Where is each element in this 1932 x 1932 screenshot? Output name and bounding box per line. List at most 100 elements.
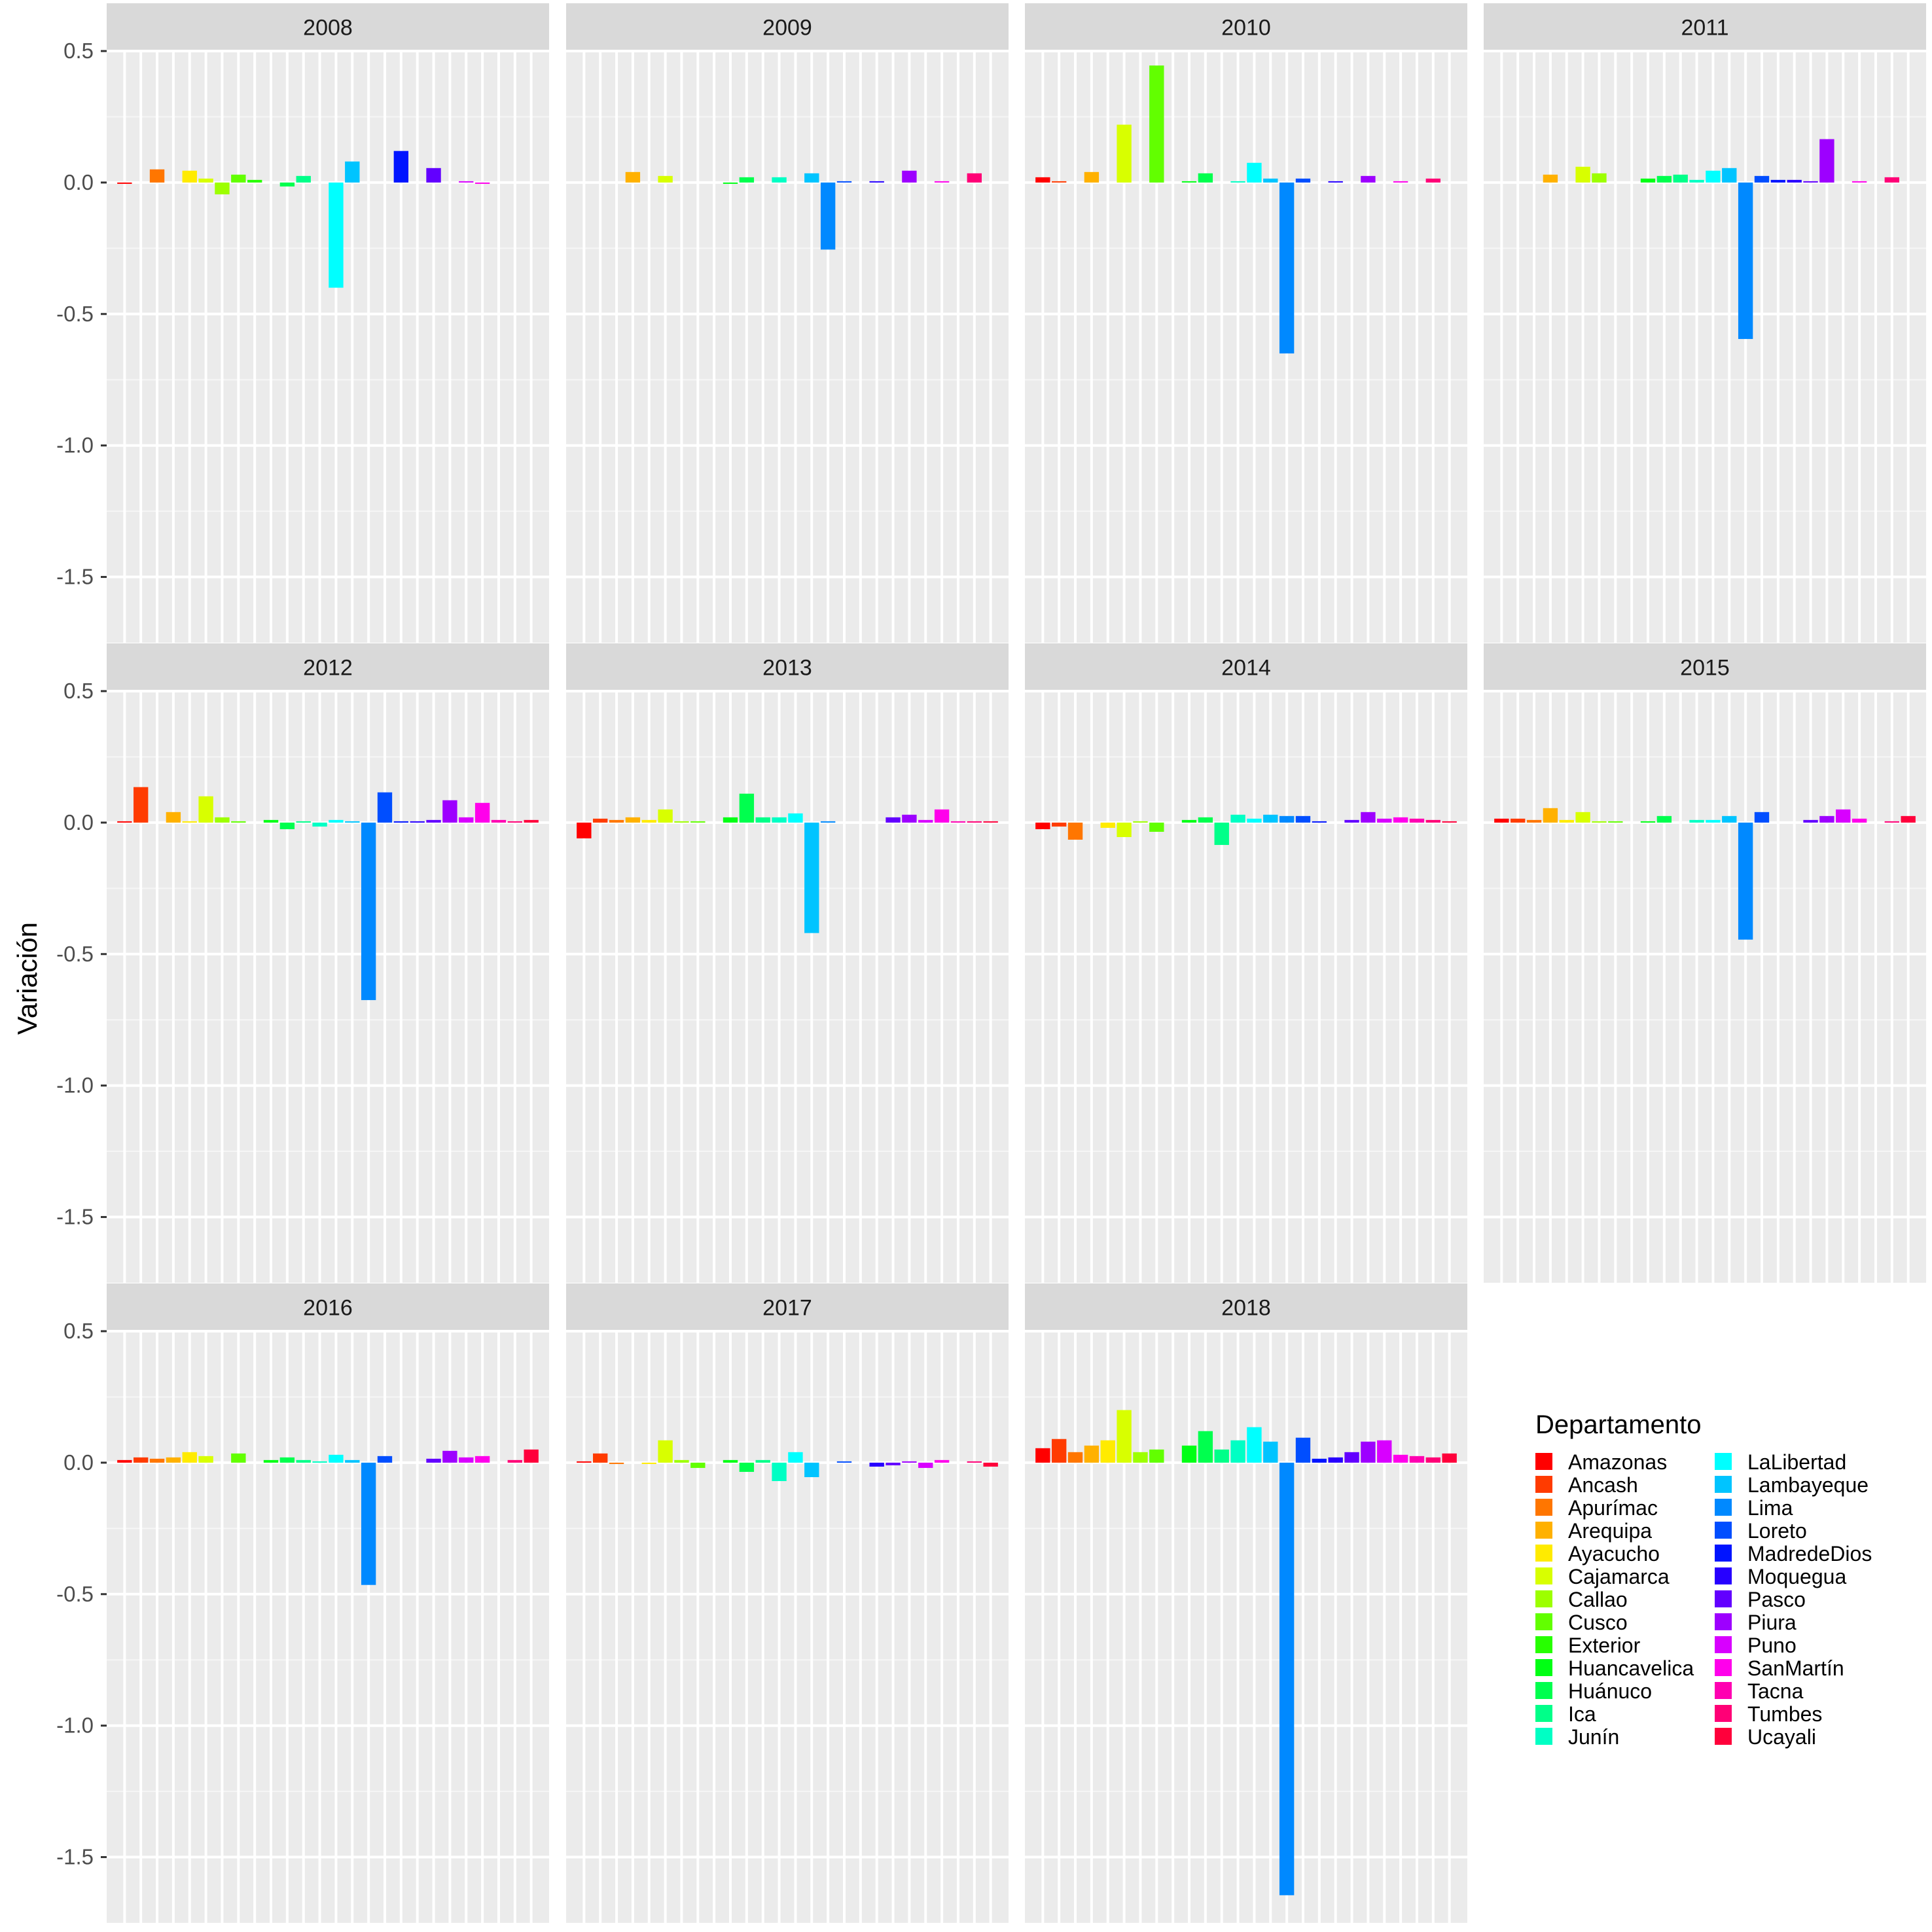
bar-cusco <box>1608 821 1623 823</box>
bar-cusco <box>231 1453 246 1463</box>
bar-lambayeque <box>345 821 360 823</box>
bar-cajamarca <box>658 1440 673 1463</box>
bar-moquegua <box>1787 179 1802 183</box>
gridlines <box>107 50 549 643</box>
bar-ica <box>1214 822 1229 846</box>
bar-amazonas <box>1035 822 1050 829</box>
bar-callao <box>674 821 689 823</box>
facet-strip-label: 2014 <box>1221 656 1271 681</box>
gridlines <box>566 50 1009 643</box>
legend-key <box>1535 1567 1552 1584</box>
bar-cajamarca <box>198 178 213 183</box>
bar-huancavelica <box>723 182 738 184</box>
bar-huánuco <box>279 822 295 829</box>
legend-item: Junín <box>1535 1725 1619 1749</box>
bar-lambayeque <box>804 173 819 183</box>
bar-tacna <box>950 821 966 823</box>
bar-callao <box>1592 173 1607 183</box>
facet-strip-label: 2018 <box>1221 1296 1271 1321</box>
legend-label: Ancash <box>1568 1473 1638 1497</box>
bar-huánuco <box>279 1457 295 1463</box>
bar-ica <box>755 1459 770 1463</box>
bar-junín <box>1689 179 1704 183</box>
bar-sanmartín <box>474 802 490 823</box>
facet-strip <box>1025 3 1467 51</box>
bar-huánuco <box>739 177 755 183</box>
y-axis: 0.5 0.0 -0.5 -1.0 -1.5 <box>56 39 107 589</box>
bar-apurímac <box>149 169 165 183</box>
bar-puno <box>1377 818 1392 823</box>
bar-ica <box>296 1459 311 1463</box>
bar-lambayeque <box>345 161 360 183</box>
bar-junín <box>772 817 787 823</box>
bar-pasco <box>1344 1452 1359 1463</box>
bar-huancavelica <box>1640 821 1656 823</box>
bar-piura <box>902 814 917 823</box>
bar-loreto <box>1295 815 1311 823</box>
legend-label: MadredeDios <box>1747 1542 1872 1565</box>
bar-ucayali <box>983 821 998 823</box>
gridlines <box>107 690 549 1283</box>
bar-ancash <box>1052 181 1067 183</box>
legend-item: Cajamarca <box>1535 1565 1670 1588</box>
bar-tacna <box>1409 818 1425 823</box>
bar-pasco <box>1803 181 1818 183</box>
bar-huánuco <box>279 182 295 187</box>
panel-2012: 2012 0.5 0.0 -0.5 -1.0 -1.5 <box>56 643 549 1283</box>
bar-lalibertad <box>1706 819 1721 823</box>
bar-exterior <box>247 179 262 183</box>
bar-ancash <box>593 1453 608 1463</box>
bar-tumbes <box>507 1459 522 1463</box>
gridlines <box>1484 690 1926 1283</box>
legend-label: Tacna <box>1747 1679 1804 1703</box>
bar-arequipa <box>166 812 181 823</box>
bar-loreto <box>1295 178 1311 183</box>
bar-sanmartín <box>1851 181 1867 183</box>
bar-pasco <box>426 819 441 823</box>
legend-label: Puno <box>1747 1634 1797 1657</box>
legend-key <box>1715 1636 1732 1653</box>
legend-label: Amazonas <box>1568 1450 1667 1474</box>
bars <box>1035 812 1457 846</box>
bar-amazonas <box>577 822 592 838</box>
bar-lima <box>361 1462 376 1585</box>
panel-background <box>1484 51 1926 643</box>
bar-ica <box>755 817 770 823</box>
panel-2018: 2018 <box>1025 1283 1467 1923</box>
legend-key <box>1535 1659 1552 1676</box>
legend-key <box>1535 1590 1552 1607</box>
bar-huancavelica <box>1181 819 1197 823</box>
panel-background <box>1025 691 1467 1283</box>
bar-pasco <box>426 168 441 183</box>
bar-ayacucho <box>182 170 197 183</box>
bar-lambayeque <box>1263 814 1278 823</box>
bar-pasco <box>885 817 901 823</box>
facet-strip <box>566 1283 1009 1331</box>
bar-apurímac <box>149 1458 165 1463</box>
bar-lima <box>1738 182 1753 339</box>
bar-puno <box>1836 809 1851 823</box>
legend-label: Tumbes <box>1747 1702 1822 1726</box>
bar-sanmartín <box>934 181 950 183</box>
y-axis: 0.5 0.0 -0.5 -1.0 -1.5 <box>56 1319 107 1869</box>
bar-huánuco <box>739 1462 755 1472</box>
bar-arequipa <box>1084 1445 1100 1463</box>
legend-item: Lima <box>1715 1496 1793 1520</box>
facet-strip-label: 2017 <box>762 1296 812 1321</box>
bar-tumbes <box>1884 177 1899 183</box>
bar-ica <box>1673 174 1688 183</box>
legend-item: Loreto <box>1715 1519 1807 1543</box>
facet-strip-label: 2009 <box>762 16 812 41</box>
bar-lalibertad <box>329 819 344 823</box>
panel-2008: 2008 0.5 0.0 -0.5 -1.0 -1.5 <box>56 3 549 643</box>
legend-label: SanMartín <box>1747 1656 1844 1680</box>
bar-moquegua <box>869 1462 884 1467</box>
bar-ica <box>296 175 311 183</box>
bar-cajamarca <box>198 1456 213 1463</box>
bar-arequipa <box>625 171 641 183</box>
bar-madrededios <box>393 821 409 823</box>
bar-huancavelica <box>1181 181 1197 183</box>
bar-lalibertad <box>1247 1427 1262 1463</box>
panel-background <box>566 691 1009 1283</box>
bar-tumbes <box>967 821 982 823</box>
